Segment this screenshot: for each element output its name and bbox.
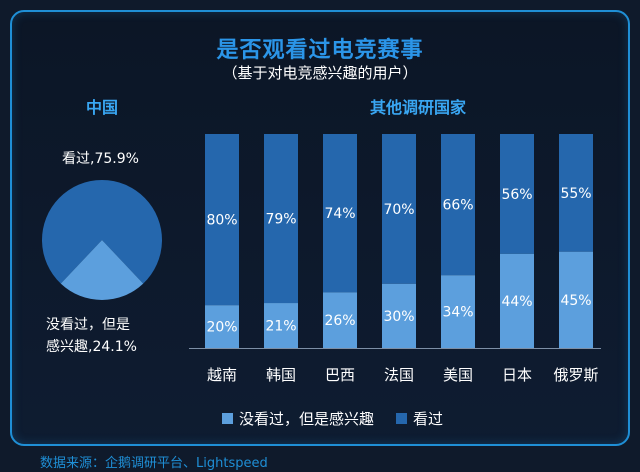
label-not-watched-2: 26% (324, 313, 355, 329)
bar-watched-3 (382, 134, 416, 284)
label-watched-2: 74% (324, 206, 355, 222)
pie-label-not-watched-line1: 没看过，但是 (46, 317, 130, 333)
pie-label-watched: 看过,75.9% (62, 151, 139, 167)
category-label-3: 法国 (384, 366, 414, 384)
bar-watched-1 (264, 134, 298, 304)
bar-not-watched-6 (559, 251, 593, 348)
bars-heading: 其他调研国家 (370, 98, 467, 117)
bar-not-watched-0 (205, 305, 239, 348)
label-watched-4: 66% (442, 198, 473, 214)
legend-item-watched: 看过 (396, 408, 443, 429)
label-watched-5: 56% (501, 187, 532, 203)
chart-subtitle: （基于对电竞感兴趣的用户） (222, 64, 418, 82)
label-watched-3: 70% (383, 202, 414, 218)
bar-not-watched-3 (382, 283, 416, 348)
label-not-watched-3: 30% (383, 309, 414, 325)
bar-not-watched-2 (323, 292, 357, 348)
bar-watched-0 (205, 134, 239, 306)
category-label-5: 日本 (502, 366, 532, 384)
legend-label-watched: 看过 (413, 410, 444, 428)
category-label-1: 韩国 (266, 366, 296, 384)
label-not-watched-0: 20% (206, 320, 237, 336)
label-watched-6: 55% (560, 186, 591, 202)
legend-label-not-watched: 没看过，但是感兴趣 (239, 410, 375, 428)
bar-watched-6 (559, 134, 593, 252)
label-not-watched-4: 34% (442, 305, 473, 321)
pie-chart (42, 180, 162, 300)
label-not-watched-5: 44% (501, 294, 532, 310)
label-not-watched-1: 21% (265, 319, 296, 335)
category-label-0: 越南 (207, 366, 237, 384)
pie-label-not-watched-line2: 感兴趣,24.1% (46, 339, 137, 355)
label-watched-0: 80% (206, 213, 237, 229)
bar-watched-2 (323, 134, 357, 293)
pie-slice-not-watched (60, 240, 144, 300)
legend-item-not-watched: 没看过，但是感兴趣 (222, 408, 374, 429)
pie-slice-watched (42, 180, 162, 284)
bar-not-watched-5 (500, 253, 534, 348)
pie-label-not-watched: 没看过，但是 感兴趣,24.1% (46, 314, 156, 358)
legend-swatch-watched (396, 413, 408, 424)
label-watched-1: 79% (265, 212, 296, 228)
bar-not-watched-4 (441, 275, 475, 348)
category-label-4: 美国 (443, 366, 473, 384)
legend-swatch-not-watched (222, 413, 233, 424)
label-not-watched-6: 45% (560, 293, 591, 309)
category-label-6: 俄罗斯 (553, 366, 598, 384)
stacked-bar-chart: 80% 20% 越南 79% 21% 韩国 74% 26% 巴西 70% 30% 法国 66% 34% 美国… (189, 134, 601, 384)
pie-heading: 中国 (86, 98, 119, 117)
bar-watched-4 (441, 134, 475, 276)
category-label-2: 巴西 (325, 366, 355, 384)
chart-title: 是否观看过电竞赛事 (216, 38, 424, 63)
source-note: 数据来源：企鹅调研平台、Lightspeed (40, 456, 268, 471)
bar-watched-5 (500, 134, 534, 254)
legend: 没看过，但是感兴趣 看过 (222, 408, 465, 429)
bar-not-watched-1 (264, 303, 298, 348)
